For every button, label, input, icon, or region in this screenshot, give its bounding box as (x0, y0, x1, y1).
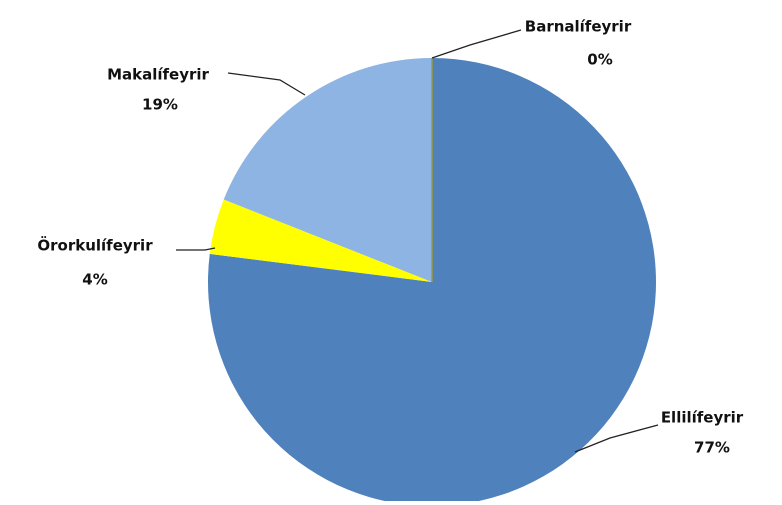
leader-line (431, 29, 522, 59)
value-label: 77% (694, 439, 730, 457)
leader-line (227, 72, 306, 96)
value-label: 0% (587, 51, 612, 69)
value-label: 4% (82, 271, 107, 289)
slice-label: Ellilífeyrir (661, 409, 744, 427)
slice-label: Barnalífeyrir (525, 18, 632, 36)
value-label: 19% (142, 96, 178, 114)
pie-slice (209, 199, 432, 282)
leader-line (176, 247, 216, 251)
leader-line (574, 424, 659, 453)
slice-label: Örorkulífeyrir (37, 236, 153, 255)
pie-slice (223, 58, 432, 282)
slice-label: Makalífeyrir (107, 66, 209, 84)
